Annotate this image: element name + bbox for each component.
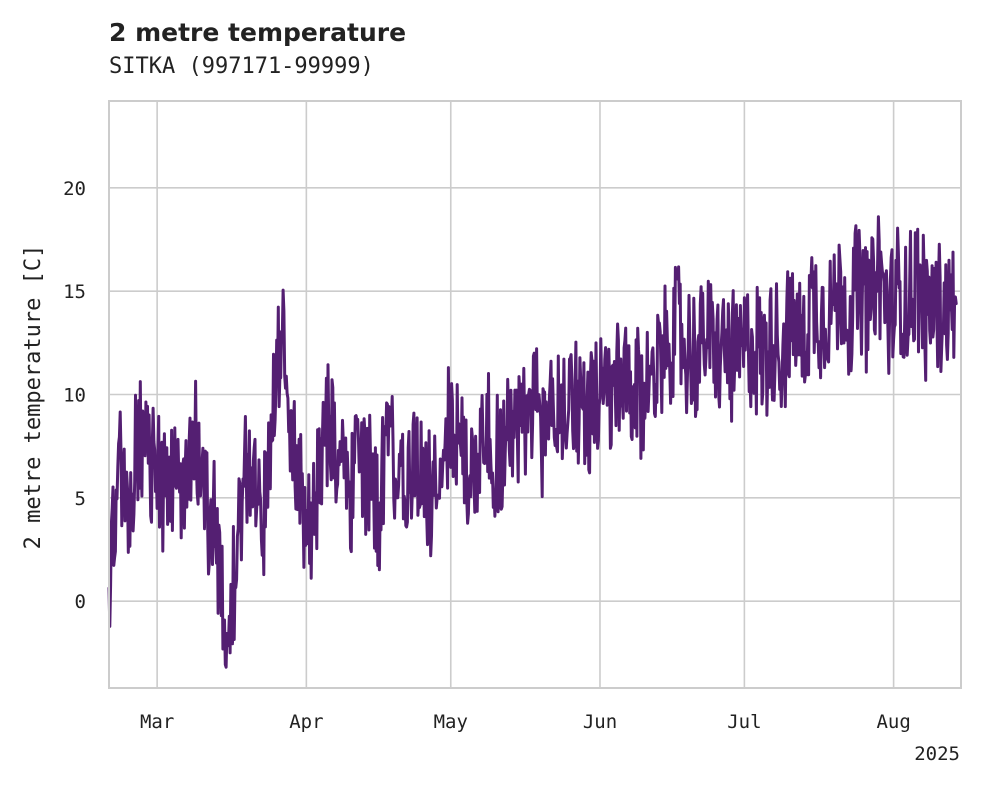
y-axis-label: 2 metre temperature [C] [21,245,46,550]
y-tick-labels: 0 5 10 15 20 [63,178,86,613]
temperature-series-line [107,215,958,669]
y-tick-label: 20 [63,178,86,200]
x-tick-labels: Mar Apr May Jun Jul Aug [140,711,911,733]
plot-frame [108,100,962,689]
y-tick-label: 15 [63,281,86,303]
x-tick-label: Jul [727,711,761,733]
chart-title: 2 metre temperature [109,18,406,47]
y-tick-label: 0 [75,591,86,613]
chart-subtitle: SITKA (997171-99999) [109,54,374,79]
x-tick-label: Apr [289,711,323,733]
x-tick-label: Mar [140,711,174,733]
x-tick-label: Aug [876,711,910,733]
x-tick-label: Jun [583,711,617,733]
y-tick-label: 5 [75,488,86,510]
x-tick-label: May [434,711,468,733]
year-label: 2025 [914,743,960,765]
y-tick-label: 10 [63,385,86,407]
series-layer [107,215,958,669]
